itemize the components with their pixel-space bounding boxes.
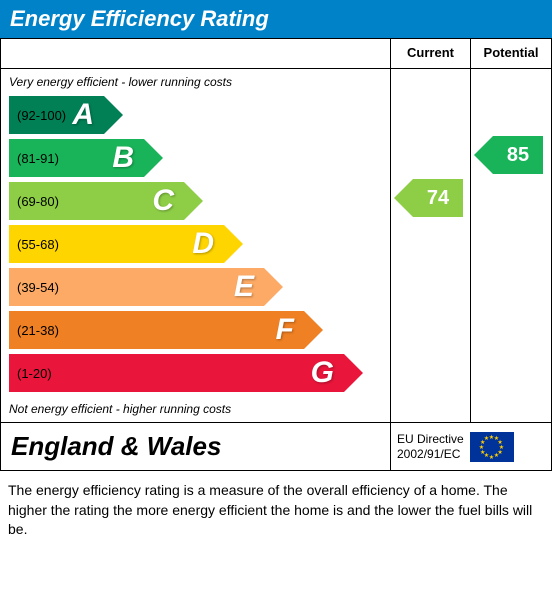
band-bar-g: (1-20) G — [9, 354, 344, 392]
band-letter-a: A — [72, 98, 94, 132]
eu-star-icon: ★ — [494, 452, 499, 459]
band-bar-a: (92-100) A — [9, 96, 104, 134]
bar-row-g: (1-20) G — [9, 353, 382, 393]
band-range-f: (21-38) — [17, 323, 59, 338]
band-range-d: (55-68) — [17, 237, 59, 252]
band-letter-f: F — [276, 313, 294, 347]
current-rating-arrow: 74 — [413, 179, 463, 217]
bar-row-a: (92-100) A — [9, 95, 382, 135]
band-letter-e: E — [234, 270, 254, 304]
eu-flag-icon: ★★★★★★★★★★★★ — [470, 432, 514, 462]
current-column: Current 74 — [391, 39, 471, 422]
band-letter-c: C — [152, 184, 174, 218]
bar-row-f: (21-38) F — [9, 310, 382, 350]
footer-row: England & Wales EU Directive 2002/91/EC … — [0, 423, 552, 471]
note-top: Very energy efficient - lower running co… — [1, 73, 390, 91]
eu-star-icon: ★ — [489, 454, 494, 461]
note-bottom: Not energy efficient - higher running co… — [1, 400, 390, 418]
band-bar-d: (55-68) D — [9, 225, 224, 263]
directive-cell: EU Directive 2002/91/EC ★★★★★★★★★★★★ — [391, 423, 551, 470]
band-letter-d: D — [192, 227, 214, 261]
potential-column: Potential 85 — [471, 39, 551, 422]
directive-text: EU Directive 2002/91/EC — [397, 432, 464, 461]
chart-body: Very energy efficient - lower running co… — [1, 69, 390, 422]
bar-row-b: (81-91) B — [9, 138, 382, 178]
band-letter-b: B — [112, 141, 134, 175]
region-cell: England & Wales — [1, 423, 391, 470]
current-body: 74 — [391, 69, 470, 409]
band-range-e: (39-54) — [17, 280, 59, 295]
chart-column: Very energy efficient - lower running co… — [1, 39, 391, 422]
current-header: Current — [391, 39, 470, 69]
epc-chart: Energy Efficiency Rating Very energy eff… — [0, 0, 552, 540]
bar-row-e: (39-54) E — [9, 267, 382, 307]
band-bar-b: (81-91) B — [9, 139, 144, 177]
band-bar-f: (21-38) F — [9, 311, 304, 349]
band-range-g: (1-20) — [17, 366, 52, 381]
band-range-c: (69-80) — [17, 194, 59, 209]
description-text: The energy efficiency rating is a measur… — [0, 471, 552, 540]
bar-row-d: (55-68) D — [9, 224, 382, 264]
potential-header: Potential — [471, 39, 551, 69]
bar-row-c: (69-80) C — [9, 181, 382, 221]
potential-body: 85 — [471, 69, 551, 409]
current-rating-value: 74 — [413, 179, 463, 217]
chart-header-spacer — [1, 39, 390, 69]
bars-container: (92-100) A (81-91) B (69-80) C (55-68) D (39-54)… — [1, 91, 390, 400]
eu-stars: ★★★★★★★★★★★★ — [480, 435, 504, 459]
main-grid: Very energy efficient - lower running co… — [0, 38, 552, 423]
band-bar-c: (69-80) C — [9, 182, 184, 220]
directive-line2: 2002/91/EC — [397, 447, 464, 461]
directive-line1: EU Directive — [397, 432, 464, 446]
eu-star-icon: ★ — [484, 435, 489, 442]
title-text: Energy Efficiency Rating — [10, 6, 269, 31]
band-letter-g: G — [311, 356, 334, 390]
band-range-a: (92-100) — [17, 108, 66, 123]
potential-rating-value: 85 — [493, 136, 543, 174]
potential-rating-arrow: 85 — [493, 136, 543, 174]
band-range-b: (81-91) — [17, 151, 59, 166]
band-bar-e: (39-54) E — [9, 268, 264, 306]
title-bar: Energy Efficiency Rating — [0, 0, 552, 38]
